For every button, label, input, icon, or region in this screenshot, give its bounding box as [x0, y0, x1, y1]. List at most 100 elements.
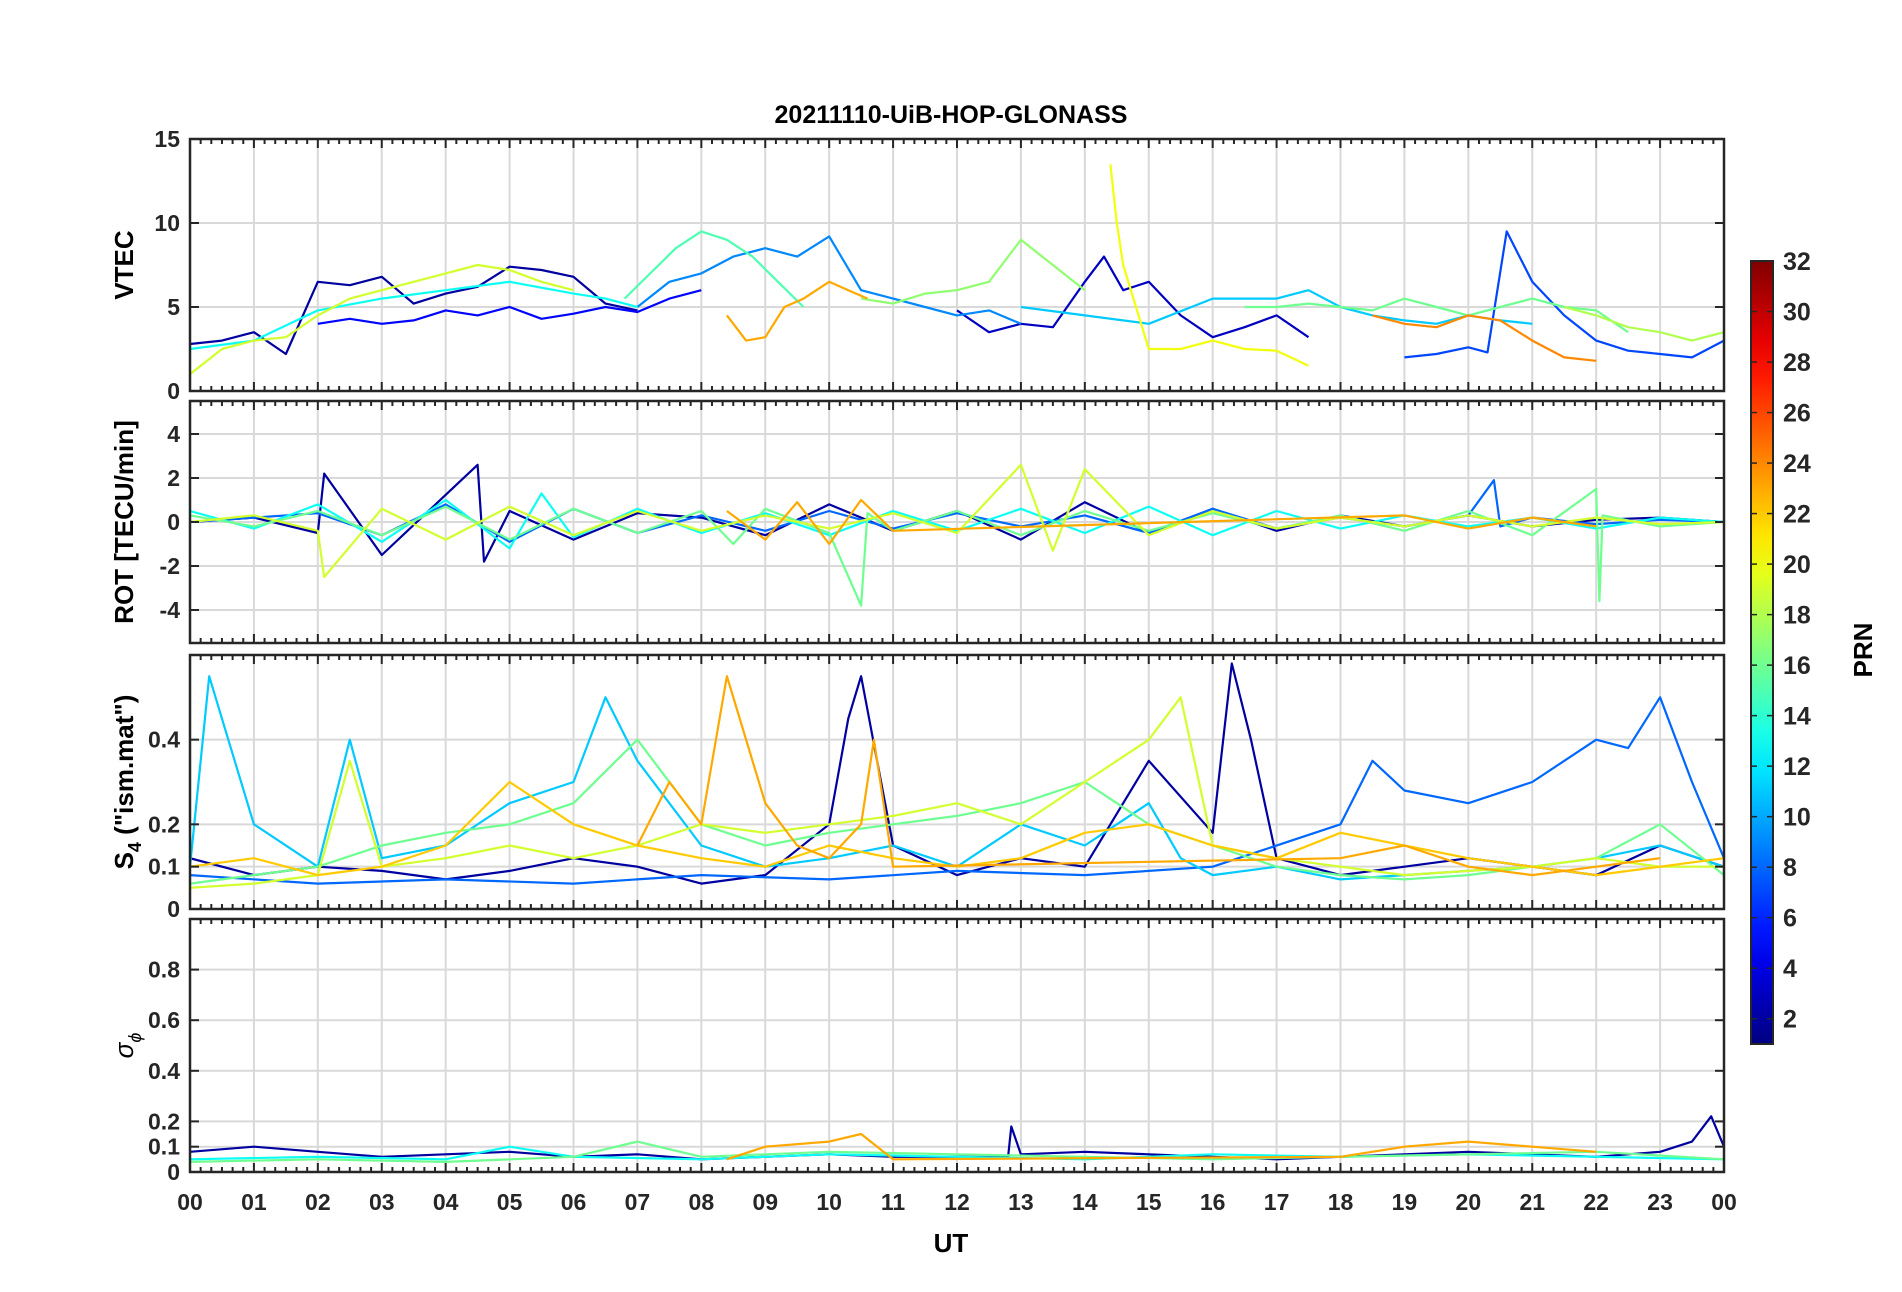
series-prn-16 [190, 1140, 1724, 1164]
y-tick-label: -2 [160, 553, 180, 579]
y-tick-label: 0.2 [148, 811, 180, 837]
y-axis-label: VTEC [109, 230, 139, 300]
colorbar-tick-label: 8 [1783, 854, 1797, 882]
colorbar-tick-label: 14 [1783, 703, 1811, 731]
series-prn-16 [190, 738, 1724, 885]
x-tick-label: 22 [1583, 1189, 1609, 1215]
y-axis-label: σϕ [109, 1033, 145, 1059]
series-prn-9 [636, 235, 1022, 325]
x-tick-label: 19 [1392, 1189, 1418, 1215]
series-prn-22 [190, 780, 1724, 877]
series-prn-5 [317, 289, 702, 325]
colorbar-tick-label: 28 [1783, 349, 1811, 377]
y-tick-label: 0.2 [148, 1108, 180, 1134]
series-prn-7 [1404, 230, 1724, 359]
panel-vtec: 0 5 10 15 VTEC [109, 126, 1726, 404]
x-tick-label: 03 [369, 1189, 395, 1215]
panel-rot: -4 -2 0 2 4 ROT [TECU/min] [109, 399, 1726, 645]
colorbar-tick-label: 20 [1783, 551, 1811, 579]
x-tick-label: 14 [1072, 1189, 1098, 1215]
plot-frame [188, 917, 1726, 1174]
colorbar-tick-label: 16 [1783, 652, 1811, 680]
x-tick-label: 23 [1647, 1189, 1673, 1215]
series-prn-18 [1563, 305, 1724, 342]
series-prn-19 [190, 263, 574, 376]
panel-s4: 0 0.1 0.2 0.4S4 ("ism.mat") [109, 653, 1726, 922]
y-tick-label: 5 [167, 294, 180, 320]
colorbar-tick-label: 30 [1783, 299, 1811, 327]
y-tick-label: -4 [160, 597, 181, 623]
series-prn-19 [190, 463, 1724, 579]
x-tick-label: 08 [689, 1189, 715, 1215]
plot-frame [188, 653, 1726, 911]
y-tick-label: 0.4 [148, 727, 180, 753]
y-tick-label: 0.4 [148, 1058, 180, 1084]
x-tick-label: 02 [305, 1189, 331, 1215]
x-tick-label: 07 [625, 1189, 651, 1215]
y-tick-label: 15 [154, 126, 180, 152]
series-group [190, 662, 1724, 889]
colorbar-tick-label: 26 [1783, 400, 1811, 428]
y-tick-label: 0 [167, 378, 180, 404]
series-prn-23 [726, 280, 868, 342]
x-tick-label: 06 [561, 1189, 587, 1215]
x-tick-label: 09 [752, 1189, 778, 1215]
series-prn-19 [190, 696, 1724, 889]
x-tick-label: 17 [1264, 1189, 1290, 1215]
colorbar-gradient [1750, 260, 1774, 1045]
plot-frame [188, 137, 1726, 393]
colorbar-tick-label: 12 [1783, 753, 1811, 781]
panel-sigma_phi: 00.10.2 0.4 0.6 0.8 σϕ [109, 917, 1726, 1185]
y-tick-label: 0 [167, 1159, 180, 1185]
colorbar-tick-label: 32 [1783, 248, 1811, 276]
x-tick-label: 05 [497, 1189, 523, 1215]
colorbar-tick-label: 2 [1783, 1006, 1797, 1034]
x-tick-label: 10 [816, 1189, 842, 1215]
plot-frame [188, 399, 1726, 645]
series-group [190, 1115, 1724, 1164]
series-prn-15 [623, 230, 805, 308]
x-tick-label: 21 [1519, 1189, 1545, 1215]
series-prn-8 [190, 696, 1724, 885]
series-prn-13 [190, 280, 638, 351]
x-tick-label: 18 [1328, 1189, 1354, 1215]
x-axis: 00 01 02 03 04 05 06 07 08 09 10 11 12 13 14 15 16 17 18 19… [177, 1189, 1737, 1215]
series-group [190, 164, 1724, 376]
series-prn-20 [1109, 164, 1309, 367]
y-tick-label: 0.6 [148, 1007, 180, 1033]
x-tick-label: 12 [944, 1189, 970, 1215]
y-tick-label: 10 [154, 210, 180, 236]
chart-title: 20211110-UiB-HOP-GLONASS [775, 101, 1128, 129]
series-prn-24 [1372, 314, 1597, 362]
series-prn-23 [636, 675, 1661, 877]
y-tick-label: 0.1 [148, 1134, 180, 1160]
x-tick-label: 13 [1008, 1189, 1034, 1215]
x-tick-label: 16 [1200, 1189, 1226, 1215]
x-tick-label: 15 [1136, 1189, 1162, 1215]
colorbar-tick-label: 18 [1783, 602, 1811, 630]
colorbar-tick-label: 22 [1783, 501, 1811, 529]
x-tick-label: 00 [1711, 1189, 1737, 1215]
y-tick-label: 0.1 [148, 854, 180, 880]
y-tick-label: 4 [167, 421, 180, 447]
colorbar-tick-label: 10 [1783, 804, 1811, 832]
series-prn-17 [860, 238, 1086, 305]
y-tick-label: 2 [167, 465, 180, 491]
x-tick-label: 00 [177, 1189, 203, 1215]
colorbar-label: PRN [1848, 623, 1878, 678]
x-tick-label: 20 [1456, 1189, 1482, 1215]
series-prn-23 [726, 1132, 1597, 1161]
x-tick-label: 01 [241, 1189, 267, 1215]
y-axis-label: S4 ("ism.mat") [109, 695, 145, 870]
x-tick-label: 11 [881, 1189, 906, 1215]
x-axis-label: UT [934, 1228, 969, 1258]
y-axis-label: ROT [TECU/min] [109, 420, 139, 624]
y-tick-label: 0 [167, 896, 180, 922]
colorbar-tick-label: 24 [1783, 450, 1811, 478]
colorbar-tick-label: 4 [1783, 955, 1797, 983]
series-group [190, 463, 1724, 607]
y-tick-label: 0 [167, 509, 180, 535]
